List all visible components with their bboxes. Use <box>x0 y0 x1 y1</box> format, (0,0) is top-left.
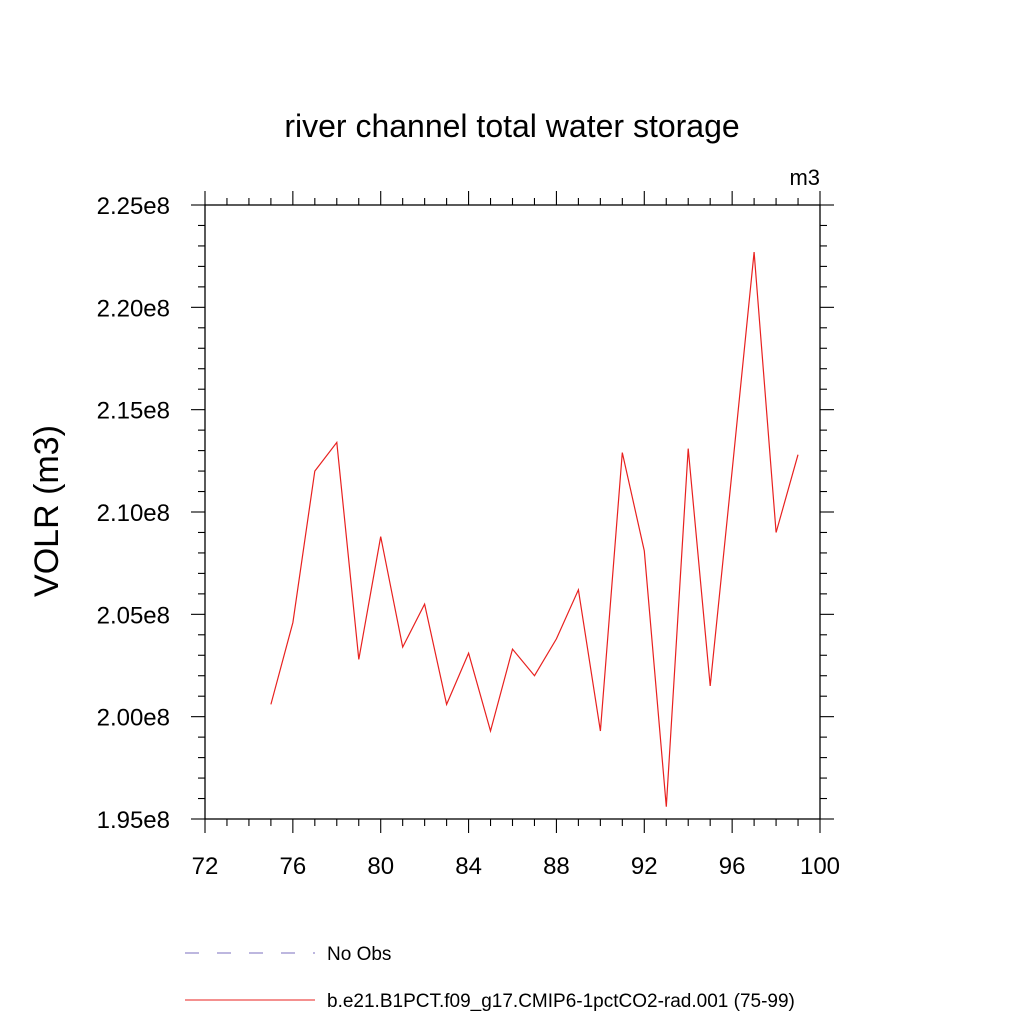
y-tick-label: 2.20e8 <box>97 295 170 322</box>
chart-title: river channel total water storage <box>284 108 739 144</box>
y-tick-label: 2.00e8 <box>97 705 170 732</box>
x-tick-label: 80 <box>367 853 394 880</box>
x-tick-label: 88 <box>543 853 570 880</box>
y-tick-label: 1.95e8 <box>97 807 170 834</box>
y-axis-label: VOLR (m3) <box>28 425 66 597</box>
units-label: m3 <box>789 165 820 190</box>
x-tick-label: 84 <box>455 853 482 880</box>
y-tick-label: 2.15e8 <box>97 398 170 425</box>
axis-ticks <box>191 191 834 833</box>
x-tick-label: 100 <box>800 853 840 880</box>
y-tick-label: 2.25e8 <box>97 193 170 220</box>
y-tick-label: 2.10e8 <box>97 500 170 527</box>
series-line <box>270 252 799 807</box>
legend-label: No Obs <box>327 944 391 965</box>
x-tick-label: 96 <box>719 853 746 880</box>
x-tick-label: 72 <box>192 853 219 880</box>
legend: No Obs b.e21.B1PCT.f09_g17.CMIP6-1pctCO2-… <box>185 944 795 1012</box>
x-tick-label: 92 <box>631 853 658 880</box>
legend-label: b.e21.B1PCT.f09_g17.CMIP6-1pctCO2-rad.00… <box>327 991 795 1012</box>
series-layer <box>270 252 799 807</box>
tick-labels: 72 76 80 84 88 92 96 100 1.95e8 2.00e8 2.05e8 2.10e… <box>97 193 840 880</box>
plot-frame <box>204 204 821 820</box>
x-tick-label: 76 <box>280 853 307 880</box>
y-tick-label: 2.05e8 <box>97 602 170 629</box>
